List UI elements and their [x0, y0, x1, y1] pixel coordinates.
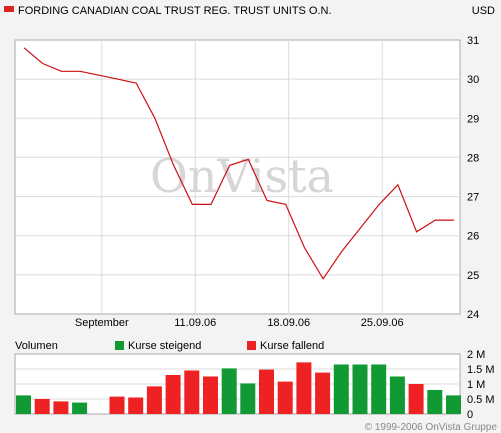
volume-bar — [34, 399, 50, 414]
price-y-tick-label: 24 — [467, 309, 479, 321]
volume-label: Volumen — [15, 340, 58, 352]
price-x-tick-label: 25.09.06 — [361, 317, 404, 329]
volume-y-tick-label: 1 M — [467, 379, 485, 391]
volume-bar — [389, 376, 405, 414]
volume-bar — [333, 364, 349, 414]
rising-legend-label: Kurse steigend — [128, 340, 201, 352]
volume-y-tick-label: 2 M — [467, 349, 485, 361]
volume-bar — [165, 375, 181, 414]
volume-y-axis: 2 M 1.5 M 1 M 0.5 M 0 — [467, 349, 495, 421]
copyright: © 1999-2006 OnVista Gruppe — [365, 422, 498, 433]
volume-bar — [146, 386, 162, 414]
price-x-tick-label: September — [75, 317, 129, 329]
volume-bar — [427, 390, 443, 414]
volume-bar — [315, 372, 331, 414]
volume-bar — [184, 370, 200, 414]
volume-bar — [53, 401, 69, 414]
title-marker — [4, 6, 14, 12]
price-y-tick-label: 29 — [467, 113, 479, 125]
chart-title: FORDING CANADIAN COAL TRUST REG. TRUST U… — [18, 5, 332, 17]
price-y-tick-label: 30 — [467, 74, 479, 86]
volume-bar — [408, 384, 424, 414]
volume-y-tick-label: 0.5 M — [467, 394, 495, 406]
currency-label: USD — [472, 5, 495, 17]
falling-legend-label: Kurse fallend — [260, 340, 324, 352]
price-y-tick-label: 26 — [467, 231, 479, 243]
volume-bar — [72, 402, 88, 414]
volume-bar — [277, 381, 293, 414]
price-y-tick-label: 31 — [467, 35, 479, 47]
price-y-tick-label: 28 — [467, 152, 479, 164]
volume-bar — [296, 362, 312, 414]
volume-bar — [446, 395, 461, 414]
volume-bar — [240, 383, 256, 414]
price-line — [23, 47, 454, 280]
volume-bars — [16, 362, 461, 414]
price-x-tick-label: 11.09.06 — [174, 317, 216, 329]
price-x-axis: September 11.09.06 18.09.06 25.09.06 — [75, 317, 404, 329]
price-plot-area — [14, 39, 461, 315]
volume-bar — [203, 376, 218, 414]
price-y-tick-label: 27 — [467, 192, 479, 204]
price-y-tick-label: 25 — [467, 270, 479, 282]
price-series — [23, 47, 454, 280]
rising-legend-swatch — [115, 341, 124, 350]
watermark: OnVista — [150, 149, 334, 203]
volume-bar — [16, 395, 31, 414]
volume-y-tick-label: 0 — [467, 409, 473, 421]
volume-bar — [221, 368, 237, 414]
falling-legend-swatch — [247, 341, 256, 350]
volume-bar — [371, 364, 387, 414]
volume-y-tick-label: 1.5 M — [467, 364, 495, 376]
price-grid — [15, 40, 460, 314]
volume-bar — [259, 369, 274, 414]
price-x-tick-label: 18.09.06 — [267, 317, 310, 329]
volume-bar — [128, 397, 144, 414]
volume-bar — [352, 364, 368, 414]
price-y-axis: 24 25 26 27 28 29 30 31 — [467, 35, 479, 321]
volume-bar — [109, 396, 125, 414]
